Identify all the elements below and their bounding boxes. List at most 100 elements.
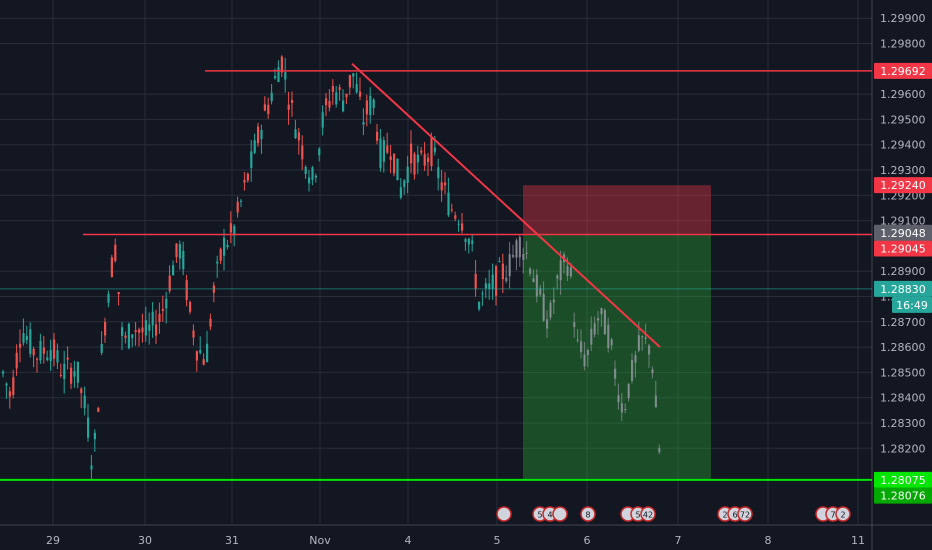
candle-body: [573, 322, 576, 328]
price-badge-label: 1.29692: [880, 65, 926, 78]
candle-body: [641, 336, 644, 338]
price-tick-label: 1.29100: [880, 215, 926, 228]
candle-body: [362, 122, 365, 125]
candle-body: [192, 330, 195, 338]
event-count-label: 2: [840, 511, 845, 520]
candle-body: [627, 383, 630, 399]
candle-body: [484, 283, 487, 289]
event-count-label: 8: [585, 511, 590, 520]
time-tick-label: 7: [675, 534, 682, 547]
candle-body: [277, 67, 280, 83]
price-tick-label: 1.29400: [880, 139, 926, 152]
horizontal-levels[interactable]: [0, 70, 872, 481]
candle-body: [583, 354, 586, 367]
candle-body: [172, 265, 175, 276]
candle-body: [471, 240, 474, 244]
time-tick-label: 8: [765, 534, 772, 547]
candle-body: [321, 112, 324, 128]
candle-body: [243, 180, 246, 183]
candle-body: [253, 140, 256, 153]
candle-body: [274, 75, 277, 79]
price-badge-label: 16:49: [896, 299, 928, 312]
candle-body: [168, 275, 171, 291]
candle-body: [56, 350, 59, 363]
candle-body: [355, 84, 358, 93]
candle-body: [654, 395, 657, 408]
time-tick-label: 5: [494, 534, 501, 547]
time-tick-label: 29: [46, 534, 60, 547]
price-badge-label: 1.28830: [880, 283, 926, 296]
price-tick-label: 1.28200: [880, 442, 926, 455]
candle-body: [532, 278, 535, 283]
price-badge-bg: [874, 177, 932, 194]
event-count-label: 2: [722, 511, 727, 520]
candle-body: [406, 166, 409, 183]
candle-body: [586, 350, 589, 356]
event-marker-group: 8: [580, 506, 596, 522]
candle-body: [637, 335, 640, 351]
candle-body: [518, 237, 521, 258]
event-marker-group: 2 6 72: [717, 506, 753, 522]
candle-body: [151, 311, 154, 326]
candle-body: [297, 132, 300, 141]
candle-body: [209, 318, 212, 327]
event-markers[interactable]: 5 4 8 5 42 2 6 72 7 2: [496, 506, 851, 522]
candle-body: [389, 156, 392, 160]
candle-body: [576, 339, 579, 341]
price-badge-label: 1.29045: [880, 243, 926, 256]
candle-body: [413, 153, 416, 175]
candle-body: [70, 367, 73, 384]
candle-body: [467, 238, 470, 245]
event-count-label: 7: [830, 511, 835, 520]
price-badge-bg: [874, 471, 932, 488]
price-badge-bg: [874, 62, 932, 79]
candle-body: [76, 361, 79, 383]
candle-body: [481, 293, 484, 295]
price-badge-label: 1.28075: [880, 474, 926, 487]
candle-body: [464, 239, 467, 242]
candle-body: [189, 301, 192, 312]
candle-body: [386, 145, 389, 153]
candle-body: [110, 257, 113, 278]
candle-body: [658, 448, 661, 453]
candle-body: [284, 72, 287, 80]
candle-body: [124, 335, 127, 339]
time-tick-label: 31: [225, 534, 239, 547]
candle-body: [403, 180, 406, 188]
event-count-label: 42: [643, 511, 653, 520]
price-tick-label: 1.28900: [880, 265, 926, 278]
price-tick-label: 1.29800: [880, 38, 926, 51]
candle-body: [369, 95, 372, 115]
candle-body: [440, 182, 443, 191]
candle-body: [454, 215, 457, 219]
candle-body: [338, 87, 341, 90]
price-badge-1.29045: 1.29045: [874, 240, 932, 257]
candle-body: [5, 383, 8, 386]
trendlines[interactable]: [351, 63, 661, 348]
price-tick-label: 1.28600: [880, 341, 926, 354]
price-badge-1.29692: 1.29692: [874, 62, 932, 79]
candle-body: [280, 56, 283, 73]
candle-body: [542, 293, 545, 321]
candle-body: [505, 277, 508, 282]
event-count-badge: [737, 506, 753, 522]
candle-body: [525, 252, 528, 254]
candle-body: [185, 280, 188, 300]
candle-body: [202, 359, 205, 365]
candle-body: [379, 138, 382, 169]
candle-body: [229, 223, 232, 233]
candle-body: [512, 254, 515, 257]
candle-body: [325, 98, 328, 106]
candle-body: [644, 337, 647, 339]
candle-body: [127, 323, 130, 349]
candle-body: [59, 374, 62, 376]
candle-body: [90, 465, 93, 470]
candle-body: [620, 403, 623, 413]
candle-body: [498, 261, 501, 263]
candle-body: [233, 226, 236, 236]
time-axis[interactable]: 29 30 31 Nov 4 5 6 7 8 11: [46, 534, 865, 547]
candle-body: [165, 298, 168, 309]
candle-body: [53, 339, 56, 359]
